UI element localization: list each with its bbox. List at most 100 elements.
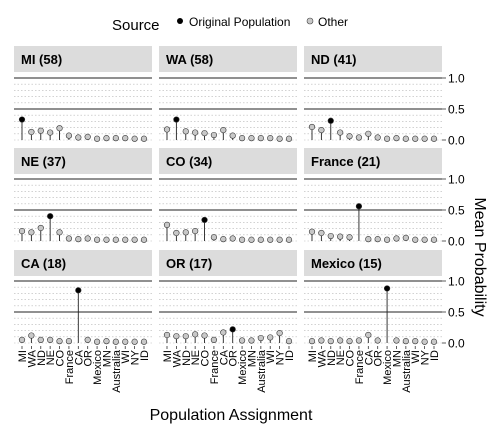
point-other [47,129,54,136]
x-tick-label: Mexico [92,350,104,385]
point-other [276,329,283,337]
facet-strip [14,250,152,276]
point-other [28,229,35,236]
point-other [327,232,334,240]
facet-panel: Mexico (15) [304,250,442,345]
x-tick-label: Australia [401,349,413,393]
point-other [402,338,409,345]
facet-title: Mexico (15) [311,256,382,271]
x-tick-label: ND [181,350,193,366]
point-other [93,338,101,345]
point-other [430,236,438,243]
x-axis-title: Population Assignment [150,407,313,424]
point-other [210,131,218,139]
point-other [383,236,391,243]
point-other [84,133,91,140]
facet-panel: CO (34) [159,148,297,243]
point-other [248,337,255,344]
point-other [393,135,400,142]
point-other [122,135,129,142]
x-tick-label: MN [391,350,403,367]
point-other [238,337,246,344]
x-tick-label: WI [265,350,277,363]
point-other [412,236,419,243]
x-tick-label: WA [171,349,183,367]
facet-strip [159,250,297,276]
point-other [248,135,255,142]
x-tick-label: ID [429,350,441,361]
legend-original-swatch [177,18,183,24]
x-tick-label: OR [373,350,385,367]
point-other [308,228,316,235]
point-other [355,337,363,344]
point-other [374,337,381,344]
facet-panel: ND (41) [304,46,442,142]
point-other [402,234,409,241]
point-other [65,132,73,139]
facet-strip [159,46,297,72]
facet-title: France (21) [311,154,380,169]
point-other [65,338,73,345]
x-tick-label: NY [130,349,142,365]
point-other [337,337,344,344]
point-other [393,337,400,344]
x-tick-label: NY [420,349,432,365]
x-tick-label: ND [326,350,338,366]
x-tick-label: MI [162,350,174,362]
legend-other-label: Other [318,15,348,29]
point-other [318,337,325,344]
facet-panels: MI (58) WA (58) ND (41) NE (37) CO (34) Franc… [14,46,442,345]
legend-original-label: Original Population [189,15,290,29]
y-tick-label: 0.5 [448,204,465,218]
point-other [37,336,44,344]
point-other [327,338,334,345]
facet-title: WA (58) [166,52,213,67]
x-tick-label: WI [120,350,132,363]
point-other [412,135,419,142]
facet-strip [304,250,442,276]
x-tick-label: France [354,350,366,384]
point-other [430,135,438,142]
point-other [182,128,189,135]
point-other [84,235,91,242]
x-tick-label: NE [335,350,347,365]
point-other [122,338,129,345]
point-original [201,216,208,224]
point-other [238,236,246,243]
point-original [173,116,180,123]
facet-panel: France (21) [304,148,442,243]
point-other [308,338,316,345]
point-other [65,235,73,242]
point-other [163,126,171,133]
point-other [201,332,208,339]
x-tick-label: CO [55,350,67,367]
point-other [112,236,119,243]
x-tick-label: CA [363,349,375,365]
point-original [75,287,82,294]
point-other [103,338,110,345]
y-tick-label: 0.0 [448,235,465,249]
y-tick-label: 1.0 [448,275,465,289]
facet-strip [159,148,297,174]
facet-title: MI (58) [21,52,62,67]
facet-title: NE (37) [21,154,66,169]
point-other [318,229,325,237]
x-tick-label: CA [218,349,230,365]
point-original [18,116,26,123]
point-other [355,134,363,141]
facet-title: CA (18) [21,256,66,271]
point-other [140,236,148,243]
point-other [140,338,148,345]
point-other [28,128,35,136]
y-tick-label: 0.0 [448,337,465,351]
x-tick-label: MI [307,350,319,362]
point-other [267,135,274,142]
point-other [163,221,171,228]
x-tick-label: NE [190,350,202,365]
point-other [383,135,391,142]
point-other [337,129,344,136]
point-original [383,285,391,292]
point-other [140,135,148,142]
point-other [192,129,199,136]
